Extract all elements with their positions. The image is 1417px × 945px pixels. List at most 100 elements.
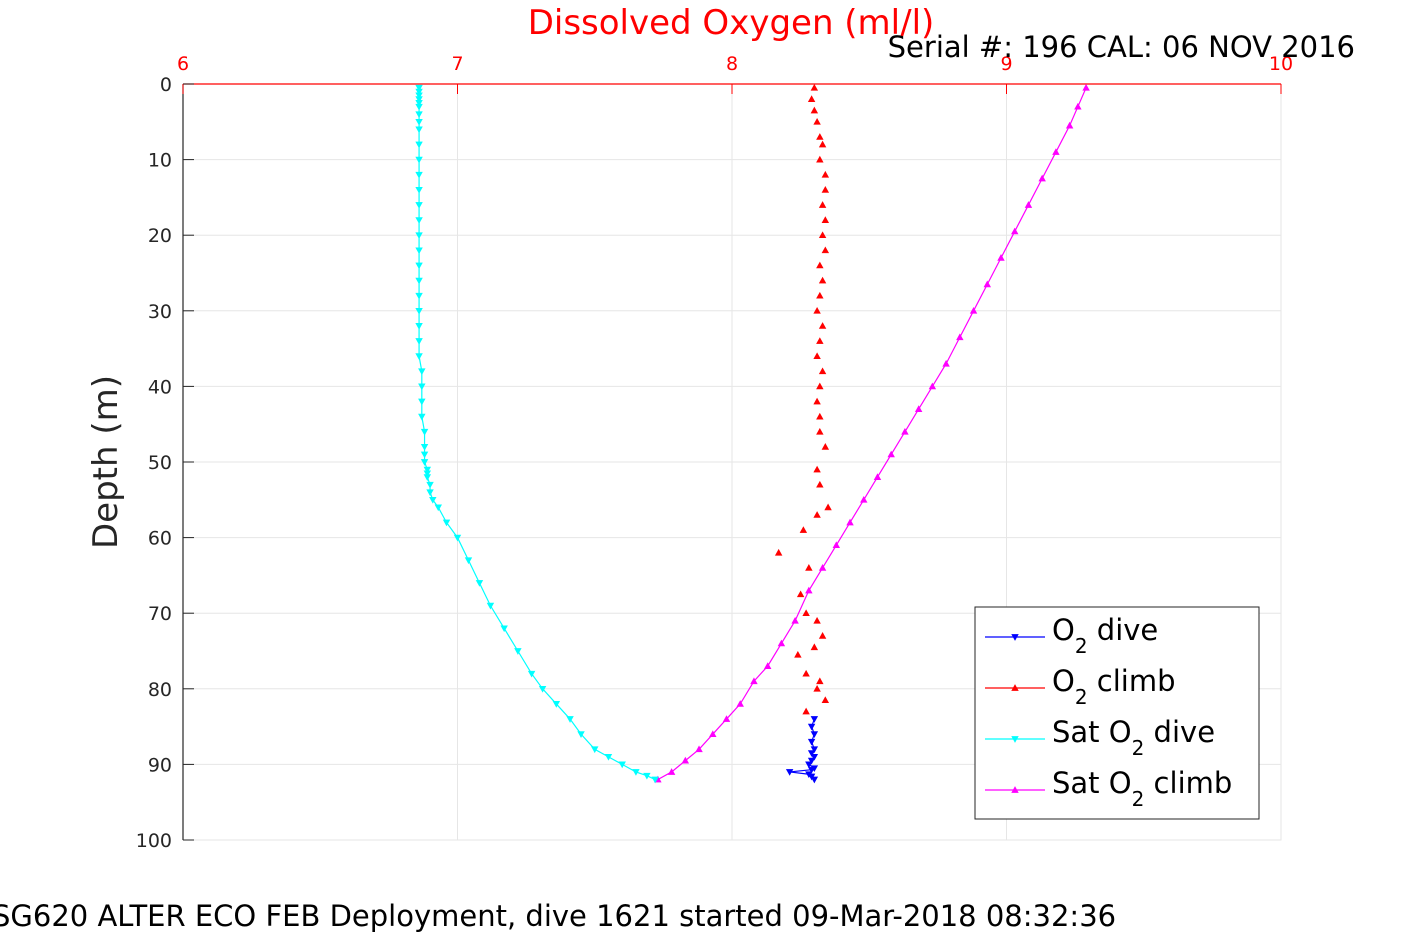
data-point [821, 696, 830, 704]
x-axis-ticks: 6 7 8 9 10 [177, 53, 1293, 94]
data-series [415, 83, 1090, 784]
data-point [818, 632, 827, 639]
legend-label-main: O [1052, 613, 1075, 647]
data-point [821, 443, 830, 450]
data-point [774, 548, 783, 556]
legend-label-main: Sat O [1052, 766, 1132, 800]
y-tick-label: 30 [148, 301, 172, 323]
data-point [816, 677, 824, 685]
data-point [500, 625, 508, 633]
data-point [750, 677, 758, 685]
y-tick-label: 40 [148, 376, 172, 398]
data-point [997, 254, 1005, 261]
data-point [415, 307, 423, 315]
legend-label: Sat O2 dive [1052, 715, 1215, 760]
data-point [426, 489, 434, 497]
legend-label-rest: climb [1144, 766, 1232, 800]
data-point [794, 650, 802, 658]
data-point [813, 684, 821, 692]
data-point [415, 126, 423, 134]
data-point [821, 170, 830, 178]
data-point [821, 216, 830, 223]
data-point [914, 405, 923, 412]
data-point [418, 413, 426, 421]
data-point [423, 470, 432, 478]
legend-item-o2-climb: O2 climb [985, 664, 1176, 709]
data-point [763, 662, 772, 669]
data-point [802, 707, 810, 715]
data-point [1038, 174, 1046, 182]
x-tick-label: 7 [451, 53, 463, 75]
data-point [415, 88, 423, 96]
data-point [816, 291, 824, 299]
data-point [956, 333, 964, 341]
data-point [618, 761, 626, 769]
data-point [1065, 121, 1074, 129]
legend-marker [1011, 684, 1019, 691]
data-point [514, 648, 522, 655]
data-point [810, 746, 819, 754]
data-point [415, 232, 423, 240]
y-tick-label: 60 [148, 528, 172, 550]
data-point [805, 761, 813, 769]
data-point [807, 766, 816, 774]
data-point [802, 669, 810, 677]
data-point [415, 353, 423, 360]
data-point [813, 397, 821, 405]
data-point [928, 382, 937, 390]
data-point [813, 465, 821, 473]
data-point [816, 480, 824, 488]
data-point [799, 526, 808, 533]
y-axis-ticks: 0 10 20 30 40 50 60 70 80 90 100 [136, 74, 194, 852]
data-point [442, 519, 451, 527]
chart-title: Dissolved Oxygen (ml/l) [528, 3, 935, 43]
x-tick-label: 9 [1000, 53, 1012, 75]
y-tick-label: 0 [160, 74, 172, 96]
data-point [785, 769, 794, 776]
data-point [818, 276, 827, 284]
data-point [832, 541, 841, 549]
legend-label-subscript: 2 [1132, 736, 1145, 760]
data-point [777, 639, 786, 647]
data-point [983, 280, 991, 288]
legend-marker [1011, 736, 1019, 743]
data-point [802, 609, 810, 617]
data-point [816, 155, 824, 163]
data-point [942, 359, 950, 367]
data-point [818, 322, 827, 329]
data-point [846, 518, 854, 526]
y-tick-label: 50 [148, 452, 172, 474]
chart-caption: SG620 ALTER ECO FEB Deployment, dive 162… [0, 899, 1116, 933]
data-point [813, 352, 821, 360]
data-point [1024, 201, 1033, 208]
legend-label-subscript: 2 [1075, 634, 1088, 658]
data-point [816, 337, 824, 344]
data-point [415, 141, 423, 149]
data-point [420, 451, 429, 459]
data-point [873, 473, 882, 480]
data-point [415, 323, 423, 330]
data-point [552, 701, 561, 708]
data-point [816, 427, 824, 435]
data-point [805, 564, 813, 571]
data-point [418, 383, 426, 391]
legend-item-sat-o2-climb: Sat O2 climb [985, 766, 1232, 811]
data-point [415, 111, 423, 119]
data-point [722, 715, 731, 722]
data-point [415, 277, 423, 285]
data-point [538, 685, 547, 693]
data-point [791, 616, 799, 624]
legend-label-subscript: 2 [1132, 787, 1145, 811]
legend-marker [1011, 786, 1019, 793]
legend-label-rest: dive [1088, 613, 1159, 647]
data-point [810, 716, 819, 723]
y-tick-label: 20 [148, 225, 172, 247]
legend-label-main: O [1052, 664, 1075, 698]
data-point [415, 103, 423, 111]
legend-label: O2 climb [1052, 664, 1176, 709]
data-point [695, 745, 703, 753]
data-point [818, 140, 827, 148]
data-point [418, 368, 426, 376]
data-point [527, 670, 536, 678]
